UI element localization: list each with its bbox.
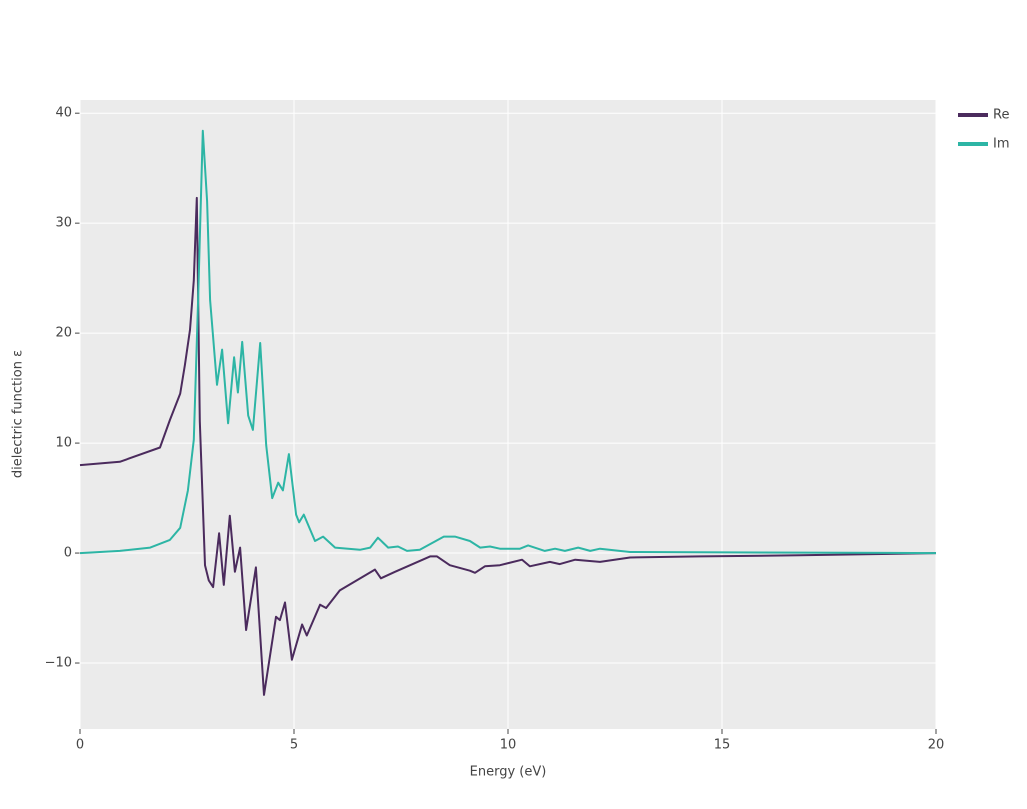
y-tick-label: 0 <box>64 546 72 561</box>
x-tick-label: 5 <box>290 738 298 753</box>
y-tick-label: 30 <box>55 216 72 231</box>
x-tick-label: 20 <box>928 738 945 753</box>
legend-label: Im <box>993 137 1010 152</box>
y-axis-label: dielectric function ε <box>11 350 26 478</box>
legend-label: Re <box>993 108 1009 123</box>
y-tick-label: −10 <box>45 656 72 671</box>
line <box>79 196 937 696</box>
y-tick-label: 40 <box>55 106 72 121</box>
line <box>79 129 937 555</box>
x-tick-label: 10 <box>500 738 517 753</box>
x-tick-label: 15 <box>714 738 731 753</box>
x-tick-label: 0 <box>76 738 84 753</box>
y-tick-label: 10 <box>55 436 72 451</box>
x-axis-label: Energy (eV) <box>470 765 547 780</box>
y-tick-label: 20 <box>55 326 72 341</box>
